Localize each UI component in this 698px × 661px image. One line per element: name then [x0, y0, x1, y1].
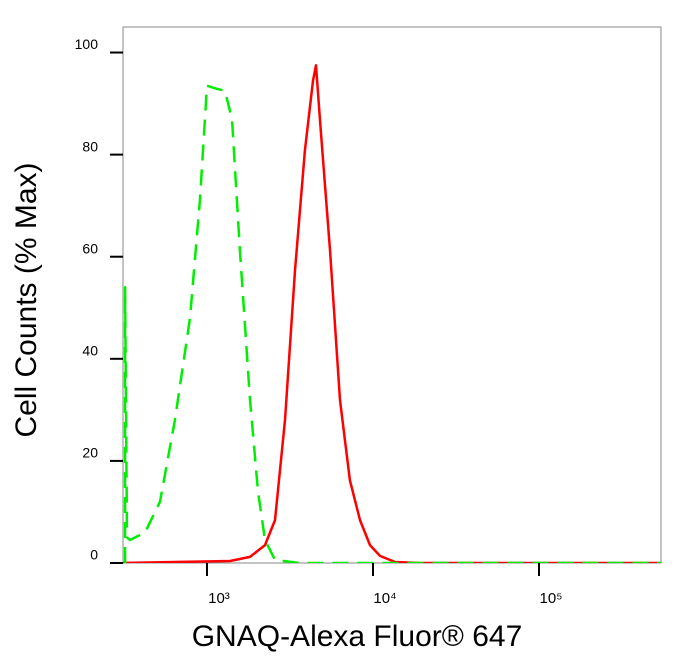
- y-tick-label: 40: [82, 343, 98, 359]
- plot-area: [123, 64, 661, 563]
- y-tick-label: 60: [82, 240, 98, 256]
- y-tick-label: 80: [82, 138, 98, 154]
- y-tick-label: 100: [75, 36, 99, 52]
- x-axis-title: GNAQ-Alexa Fluor® 647: [192, 620, 523, 653]
- x-tick-label: 10³: [208, 590, 230, 607]
- y-axis-title: Cell Counts (% Max): [10, 162, 43, 437]
- x-tick-label: 10⁴: [373, 590, 396, 607]
- plot-frame: [122, 26, 662, 564]
- series-line: [123, 84, 661, 563]
- y-tick-label: 20: [82, 445, 98, 461]
- y-tick-label: 0: [90, 547, 98, 563]
- x-tick-label: 10⁵: [540, 590, 563, 607]
- series-line: [123, 64, 661, 563]
